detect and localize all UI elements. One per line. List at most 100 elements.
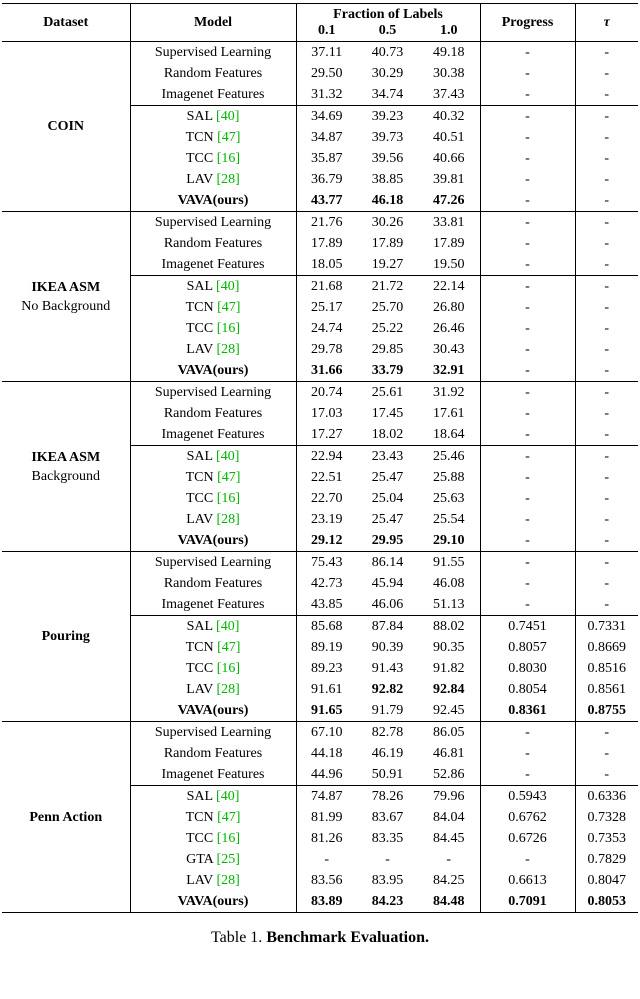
- value-cell: 43.85: [296, 594, 357, 616]
- model-cell: Random Features: [130, 403, 297, 424]
- citation-link[interactable]: [47]: [217, 809, 241, 825]
- citation-link[interactable]: [47]: [217, 299, 241, 315]
- value-cell: 67.10: [311, 724, 343, 740]
- value-cell: 0.8054: [480, 679, 576, 700]
- value-cell: 24.74: [311, 320, 343, 336]
- citation-link[interactable]: [40]: [216, 278, 240, 294]
- citation-link[interactable]: [40]: [216, 108, 240, 124]
- citation-link[interactable]: [16]: [216, 490, 241, 506]
- value-cell: -: [604, 448, 610, 464]
- table-row: SAL [40] 22.94 23.43 25.46- -: [2, 445, 638, 467]
- model-cell: Supervised Learning: [130, 551, 297, 573]
- table-row: SAL [40] 34.69 39.23 40.32- -: [2, 105, 638, 127]
- model-cell: TCC [16]: [130, 658, 297, 679]
- model-cell: Imagenet Features: [130, 84, 297, 106]
- model-name: LAV: [186, 511, 213, 527]
- value-cell: -: [604, 469, 610, 485]
- value-cell: 31.32: [296, 84, 357, 106]
- value-cell: 47.26: [418, 190, 481, 212]
- citation-link[interactable]: [28]: [216, 681, 240, 697]
- value-cell: -: [480, 849, 576, 870]
- paper-table-figure: Dataset Model Fraction of Labels Progres…: [2, 3, 638, 946]
- table-row: Random Features 29.50 30.29 30.38- -: [2, 63, 638, 84]
- table-row: LAV [28] 83.56 83.95 84.25 0.6613 0.8047: [2, 870, 638, 891]
- citation-link[interactable]: [16]: [216, 830, 241, 846]
- citation-link[interactable]: [40]: [216, 618, 240, 634]
- value-cell: -: [604, 745, 610, 761]
- value-cell: -: [480, 360, 576, 382]
- value-cell: -: [604, 384, 610, 400]
- value-cell: 30.38: [418, 63, 481, 84]
- table-row: LAV [28] 29.78 29.85 30.43- -: [2, 339, 638, 360]
- value-cell: -: [480, 403, 576, 424]
- value-cell: 18.02: [357, 424, 418, 446]
- value-cell: 81.99: [311, 809, 343, 825]
- value-cell: 42.73: [311, 575, 343, 591]
- citation-link[interactable]: [16]: [216, 660, 241, 676]
- header-model: Model: [130, 3, 297, 42]
- citation-link[interactable]: [28]: [216, 872, 240, 888]
- value-cell: 84.48: [418, 891, 481, 913]
- value-cell: 0.8053: [575, 891, 638, 913]
- value-cell: 30.26: [371, 214, 404, 230]
- value-cell: 84.04: [418, 807, 481, 828]
- value-cell: 84.23: [357, 891, 418, 913]
- model-name: SAL: [186, 448, 213, 464]
- dataset-label: No Background: [21, 298, 111, 314]
- value-cell: 36.79: [311, 171, 343, 187]
- model-name: Random Features: [163, 65, 263, 81]
- citation-link[interactable]: [28]: [216, 171, 240, 187]
- value-cell: -: [604, 44, 610, 60]
- citation-link[interactable]: [16]: [216, 150, 241, 166]
- value-cell: 0.8047: [587, 872, 627, 888]
- value-cell: -: [604, 490, 610, 506]
- dataset-cell: COIN: [2, 41, 131, 212]
- citation-link[interactable]: [28]: [216, 341, 240, 357]
- value-cell: 26.80: [418, 297, 481, 318]
- model-cell: Random Features: [130, 743, 297, 764]
- model-cell: SAL [40]: [130, 785, 297, 807]
- table-row: IKEA ASM No Background Supervised Learning…: [2, 211, 638, 382]
- citation-link[interactable]: [28]: [216, 511, 240, 527]
- value-cell: 25.61: [371, 384, 404, 400]
- value-cell: -: [604, 299, 610, 315]
- citation-link[interactable]: [40]: [216, 788, 240, 804]
- value-cell: -: [604, 405, 610, 421]
- citation-link[interactable]: [25]: [216, 851, 240, 867]
- value-cell: 25.63: [418, 488, 481, 509]
- model-cell: VAVA(ours): [130, 360, 297, 382]
- dataset-label: COIN: [47, 119, 85, 134]
- table-row: VAVA(ours) 29.12 29.95 29.10- -: [2, 530, 638, 552]
- value-cell: 18.05: [296, 254, 357, 276]
- citation-link[interactable]: [47]: [217, 469, 241, 485]
- value-cell: 45.94: [371, 575, 404, 591]
- citation-link[interactable]: [47]: [217, 129, 241, 145]
- model-cell: Random Features: [130, 573, 297, 594]
- value-cell: 0.7451: [480, 615, 576, 637]
- value-cell: 88.02: [418, 615, 481, 637]
- value-cell: 40.51: [418, 127, 481, 148]
- header-progress: Progress: [480, 3, 576, 42]
- value-cell: -: [480, 764, 576, 786]
- citation-link[interactable]: [40]: [216, 448, 240, 464]
- value-cell: 22.14: [418, 275, 481, 297]
- value-cell: 30.29: [371, 65, 404, 81]
- value-cell: 37.11: [311, 44, 343, 60]
- citation-link[interactable]: [16]: [216, 320, 241, 336]
- value-cell: 0.8755: [575, 700, 638, 722]
- caption-title: Benchmark Evaluation.: [266, 929, 429, 946]
- dataset-cell: IKEA ASM No Background: [2, 211, 131, 382]
- value-cell: 18.64: [418, 424, 481, 446]
- table-row: Penn Action Supervised Learning 67.10 82.78…: [2, 721, 638, 913]
- header-row-1: Dataset Model Fraction of Labels Progres…: [2, 3, 638, 42]
- model-cell: VAVA(ours): [130, 190, 297, 212]
- dataset-label: Pouring: [41, 629, 90, 644]
- value-cell: 39.56: [371, 150, 404, 166]
- citation-link[interactable]: [47]: [217, 639, 241, 655]
- model-cell: SAL [40]: [130, 615, 297, 637]
- value-cell: 0.5943: [480, 785, 576, 807]
- value-cell: -: [480, 339, 576, 360]
- value-cell: 23.19: [311, 511, 343, 527]
- table-row: LAV [28] 91.61 92.82 92.84 0.8054 0.8561: [2, 679, 638, 700]
- model-cell: VAVA(ours): [130, 530, 297, 552]
